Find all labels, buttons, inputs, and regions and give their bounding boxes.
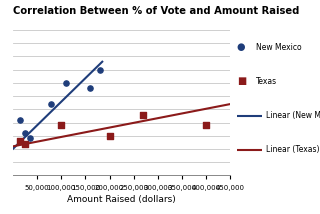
Point xyxy=(49,102,54,106)
Text: ●: ● xyxy=(237,42,245,52)
Text: ■: ■ xyxy=(237,76,246,86)
Point xyxy=(18,118,23,122)
Point xyxy=(18,139,23,143)
X-axis label: Amount Raised (dollars): Amount Raised (dollars) xyxy=(67,195,176,204)
Point xyxy=(59,123,64,127)
Text: Linear (New Mexico): Linear (New Mexico) xyxy=(266,111,320,120)
Point xyxy=(97,68,102,71)
Text: Correlation Between % of Vote and Amount Raised: Correlation Between % of Vote and Amount… xyxy=(13,6,299,16)
Point xyxy=(88,86,93,90)
Point xyxy=(63,81,68,85)
Point xyxy=(27,137,32,140)
Point xyxy=(22,131,28,135)
Text: New Mexico: New Mexico xyxy=(256,43,302,52)
Text: Texas: Texas xyxy=(256,77,277,86)
Point xyxy=(204,123,209,127)
Point xyxy=(141,113,146,116)
Text: Linear (Texas): Linear (Texas) xyxy=(266,145,319,154)
Point xyxy=(107,134,112,138)
Point xyxy=(22,142,28,146)
